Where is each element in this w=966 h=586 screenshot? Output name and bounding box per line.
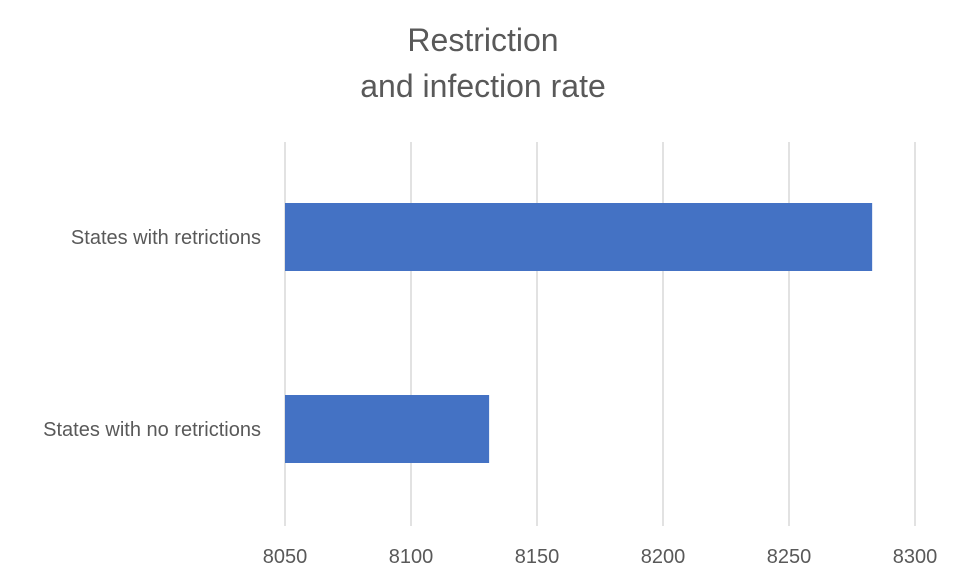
category-label: States with retrictions [71, 227, 261, 249]
bar-states-with-restrictions [285, 203, 873, 271]
bars [285, 203, 873, 463]
x-tick-label: 8300 [893, 546, 938, 568]
chart-title-line-1: Restriction [407, 22, 559, 58]
x-tick-label: 8250 [767, 546, 812, 568]
bar-states-with-no-restrictions [285, 395, 490, 463]
x-tick-label: 8200 [641, 546, 686, 568]
x-tick-labels: 8050 8100 8150 8200 8250 8300 [263, 546, 938, 568]
gridlines [284, 142, 916, 526]
x-tick-label: 8150 [515, 546, 560, 568]
category-label: States with no retrictions [43, 419, 261, 441]
x-tick-label: 8050 [263, 546, 308, 568]
x-tick-label: 8100 [389, 546, 434, 568]
chart-title-line-2: and infection rate [360, 68, 606, 104]
category-labels: States with retrictions States with no re… [43, 227, 261, 441]
